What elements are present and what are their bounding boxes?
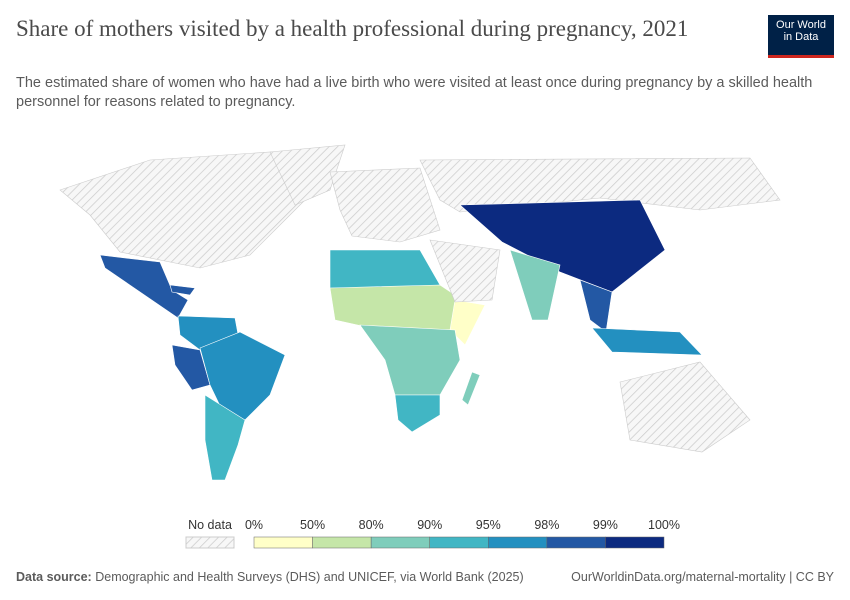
southern-cone[interactable] [204,394,246,481]
legend-tick: 99% [593,518,618,532]
logo-line: in Data [783,31,819,43]
legend-swatch [488,536,548,549]
link[interactable]: OurWorldinData.org/maternal-mortality | … [571,570,834,584]
sahel[interactable] [329,284,471,331]
title: Share of mothers visited by a health pro… [16,16,689,41]
legend-tick: 90% [417,518,442,532]
legend-swatch [605,536,665,549]
subtitle: The estimated share of women who have ha… [16,75,813,110]
australia[interactable] [619,361,751,453]
europe[interactable] [329,167,441,243]
legend-tick: 100% [648,518,680,532]
indonesia[interactable] [591,327,703,356]
caribbean[interactable] [169,284,196,296]
horn[interactable] [449,299,486,346]
north-america[interactable] [59,149,331,269]
central-africa[interactable] [359,324,461,396]
legend-tick: 50% [300,518,325,532]
north-africa[interactable] [329,249,441,291]
southern-africa[interactable] [394,394,441,433]
legend-tick: 0% [245,518,263,532]
russia[interactable] [419,157,781,213]
legend-label: No data [188,518,232,532]
legend-tick: 98% [534,518,559,532]
countries [59,144,781,481]
legend: No data 0% 50% 80% 90% 95% 98% 99% 100% [185,518,680,549]
legend-swatch [185,536,235,549]
logo-line: Our World [776,19,826,31]
legend-swatch [370,536,430,549]
madagascar[interactable] [461,371,481,406]
mexico[interactable] [99,254,189,319]
source-label: Data source: [16,570,92,584]
peru[interactable] [171,344,211,391]
brazil[interactable] [199,331,286,421]
legend-tick: 80% [359,518,384,532]
india[interactable] [509,249,561,321]
legend-tick: 95% [476,518,501,532]
middle-east[interactable] [429,239,501,303]
legend-swatch [546,536,606,549]
logo[interactable]: Our World in Data [768,15,834,58]
map: No data 0% 50% 80% 90% 95% 98% 99% 100% [59,144,781,549]
source: Demographic and Health Surveys (DHS) and… [95,570,524,584]
greenland[interactable] [269,144,346,206]
footer: Data source: Demographic and Health Surv… [16,570,834,584]
legend-swatch [429,536,489,549]
legend-swatch [253,536,313,549]
legend-swatch [312,536,372,549]
